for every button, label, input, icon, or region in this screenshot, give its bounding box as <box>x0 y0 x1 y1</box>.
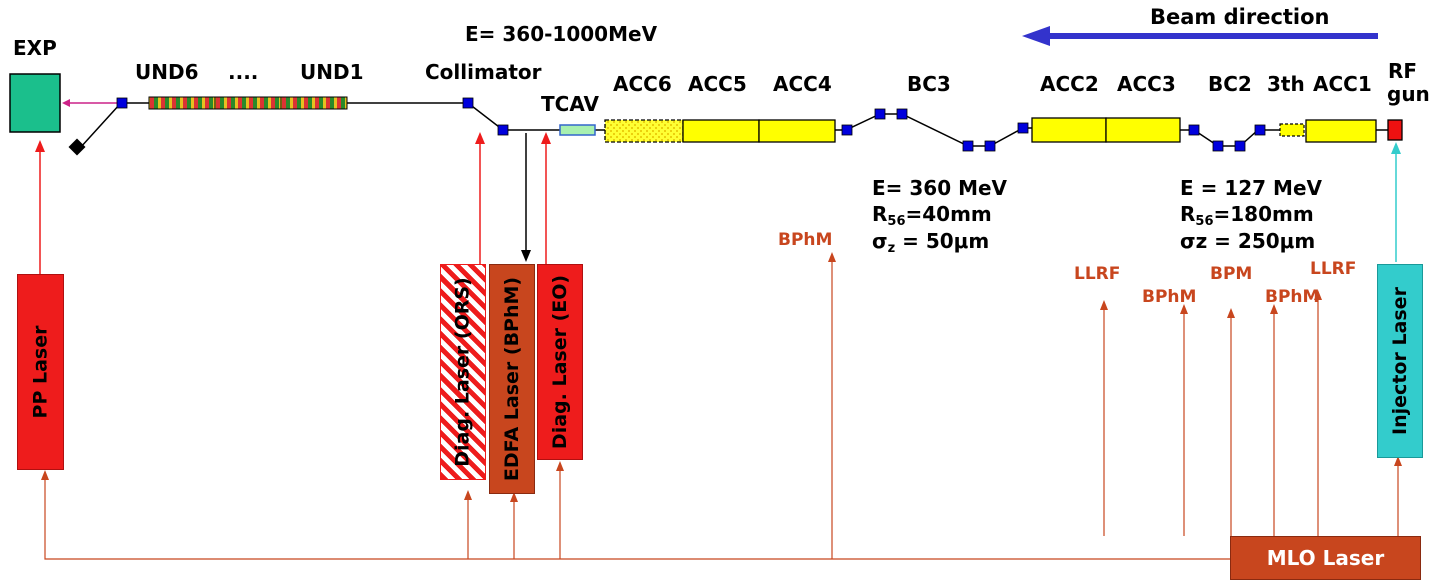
bc3-sigma-value: = 50μm <box>895 229 990 253</box>
pp-laser-box: PP Laser <box>17 274 64 470</box>
mlo-laser-label: MLO Laser <box>1266 546 1385 570</box>
tcav-cavity <box>559 124 596 136</box>
tcav-label: TCAV <box>541 92 599 116</box>
bc2-r-prefix: R <box>1180 202 1196 226</box>
beam-direction-arrow <box>1022 26 1378 46</box>
edfa-laser-box: EDFA Laser (BPhM) <box>489 264 535 494</box>
acc2-module <box>1031 117 1107 143</box>
bc3-r56: R56=40mm <box>872 204 992 228</box>
rf-label: RF <box>1388 59 1418 83</box>
und6-label: UND6 <box>135 60 199 84</box>
dots-label: .... <box>228 60 259 84</box>
bphm-1-label: BPhM <box>1142 287 1197 307</box>
diag-laser-ors-box: Diag. Laser (ORS) <box>440 264 486 480</box>
third-harmonic-module <box>1279 123 1305 137</box>
acc4-label: ACC4 <box>773 72 832 96</box>
energy-range-label: E= 360-1000MeV <box>465 22 658 46</box>
llrf-1-label: LLRF <box>1074 264 1121 284</box>
magnet <box>1234 140 1246 152</box>
beam-dump <box>68 138 86 156</box>
magnet <box>1254 124 1266 136</box>
acc3-module <box>1105 117 1181 143</box>
bphm-2-label: BPhM <box>1265 287 1320 307</box>
laser-arrows <box>35 132 1401 274</box>
magnet <box>896 108 908 120</box>
bc3-r-sub: 56 <box>887 214 906 229</box>
magnet <box>984 140 996 152</box>
diag-laser-eo-box: Diag. Laser (EO) <box>537 264 583 460</box>
und1-label: UND1 <box>300 60 364 84</box>
mlo-laser-box: MLO Laser <box>1230 536 1421 580</box>
magnet <box>1017 122 1029 134</box>
exp-label: EXP <box>13 36 57 60</box>
mlo-distribution-lines <box>44 260 1399 560</box>
third-harmonic-label: 3th <box>1267 72 1305 96</box>
injector-laser-label: Injector Laser <box>1389 287 1411 435</box>
magnet <box>497 124 509 136</box>
acc6-label: ACC6 <box>613 72 672 96</box>
magnet <box>874 108 886 120</box>
magnet <box>1188 124 1200 136</box>
acc1-module <box>1305 119 1377 143</box>
exp-station <box>9 73 61 133</box>
bpm-label: BPM <box>1210 264 1253 284</box>
bc2-r56: R56=180mm <box>1180 204 1314 228</box>
bc3-sigma-prefix: σ <box>872 229 888 253</box>
bc3-sigma-sub: z <box>887 241 896 256</box>
undulator-chain <box>148 96 348 110</box>
magnet <box>962 140 974 152</box>
acc4-module <box>758 119 836 143</box>
diag-laser-ors-label: Diag. Laser (ORS) <box>452 277 475 467</box>
edfa-laser-label: EDFA Laser (BPhM) <box>501 276 523 482</box>
acc5-module <box>682 119 760 143</box>
bc2-r-value: =180mm <box>1213 202 1314 226</box>
acc5-label: ACC5 <box>688 72 747 96</box>
bc2-r-sub: 56 <box>1195 214 1214 229</box>
bc2-energy: E = 127 MeV <box>1180 176 1323 200</box>
magnet <box>841 124 853 136</box>
diag-laser-eo-label: Diag. Laser (EO) <box>549 274 571 450</box>
acc2-label: ACC2 <box>1040 72 1099 96</box>
acc6-module <box>604 119 684 143</box>
rf-gun <box>1387 119 1403 141</box>
bc3-sigma: σz = 50μm <box>872 231 989 255</box>
pp-laser-label: PP Laser <box>29 325 52 419</box>
injector-laser-box: Injector Laser <box>1377 264 1423 458</box>
gun-label: gun <box>1387 82 1430 106</box>
bc3-energy: E= 360 MeV <box>872 176 1008 200</box>
bc3-r-value: =40mm <box>905 202 992 226</box>
bc2-label: BC2 <box>1208 72 1252 96</box>
collimator-label: Collimator <box>425 60 542 84</box>
magnet <box>1212 140 1224 152</box>
bphm-mid-label: BPhM <box>778 230 833 250</box>
bc3-label: BC3 <box>907 72 951 96</box>
llrf-2-label: LLRF <box>1310 259 1357 279</box>
bc3-r-prefix: R <box>872 202 888 226</box>
magnet <box>462 97 474 109</box>
magnet <box>116 97 128 109</box>
exp-arrow-head <box>62 99 70 107</box>
mlo-arrow-heads <box>41 252 1402 502</box>
acc3-label: ACC3 <box>1117 72 1176 96</box>
magnets <box>116 97 1266 152</box>
beam-direction-label: Beam direction <box>1150 5 1330 29</box>
bc2-sigma: σz = 250μm <box>1180 229 1316 253</box>
acc1-label: ACC1 <box>1313 72 1372 96</box>
